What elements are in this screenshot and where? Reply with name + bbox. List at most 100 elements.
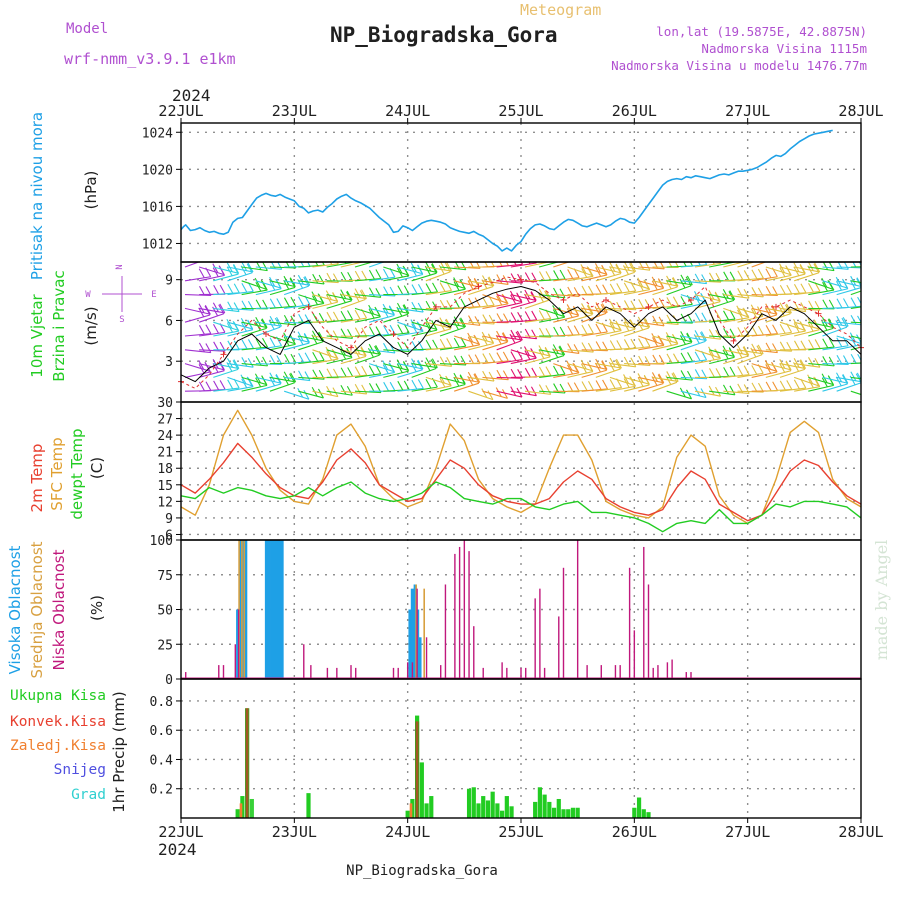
wind-barb [865,342,890,350]
wind-barb [340,374,367,378]
wind-barb-tick [686,389,693,400]
wind-barb [510,300,536,309]
wind-barb [326,294,353,301]
wind-barb-tick [850,353,857,364]
x-day-label: 27JUL [725,823,770,841]
wind-barb-tick [425,357,432,367]
wind-barb-tick [872,353,877,362]
wind-barb-tick [255,281,262,292]
wind-barb [482,341,508,351]
wind-barb [751,307,778,315]
wind-barb-tick [714,292,721,302]
precip-bar [306,793,311,818]
wind-barb-tick [389,363,396,373]
wind-barb [397,273,423,282]
wind-barb-tick [658,279,665,289]
precip-legend-snow: Snijeg [54,762,106,778]
wind-barb-tick [482,296,489,307]
wind-barb [198,313,224,323]
wind-barb [312,390,339,398]
wind-barb-tick [865,371,870,380]
wind-gust-marker [348,344,354,351]
wind-barb-tick [708,350,715,361]
temp-unit-label: (C) [88,457,106,479]
wind-barb-tick [226,318,233,329]
wind-barb-tick [786,380,793,390]
wind-barb-tick [502,389,508,399]
wind-barb-tick [241,339,248,350]
wind-barb-tick [601,360,608,371]
wind-barb [638,287,664,296]
wind-barb-tick [689,262,694,267]
cloud-bar [652,667,654,678]
wind-barb [241,289,268,296]
wind-barb-tick [303,389,310,400]
wind-barb [666,342,692,351]
wind-barb [312,280,339,284]
wind-barb-tick [219,284,226,295]
wind-barb [468,390,494,401]
wind-barb-tick [481,335,488,346]
cloud-side-label-low: Niska Oblacnost [50,549,68,670]
wind-gust-marker [433,303,439,310]
station-title: NP_Biogradska_Gora [330,23,558,47]
wind-barb-tick [269,376,276,387]
wind-barb-tick [227,379,234,390]
wind-barb-tick [283,297,290,307]
wind-barb-tick [694,351,701,362]
wind-barb-tick [510,351,517,361]
wind-barb [298,390,324,399]
wind-barb [808,376,834,386]
wind-gust-marker [263,331,269,338]
wind-barb [779,387,806,392]
wind-barb [723,349,749,356]
wind-barb [836,321,861,326]
wind-barb [794,266,820,273]
wind-barb [794,386,820,392]
cloud-bar [562,567,565,678]
wind-barb-tick [842,279,849,290]
wind-barb-tick [786,284,793,295]
wind-barb [340,349,367,357]
wind-barb [581,349,608,352]
wind-barb [751,276,778,282]
wind-barb [680,376,707,380]
wind-barb [794,329,820,337]
wind-barb-tick [361,384,368,395]
wind-barb [652,381,678,392]
wind-barb [737,294,764,298]
wind-gust-marker [518,276,524,283]
wind-barb-tick [737,288,744,298]
wind-barb-tick [567,269,574,279]
cloud-bar [586,665,588,678]
wind-barb [808,363,835,367]
wind-barb-tick [623,378,630,388]
wind-barb [666,321,693,324]
wind-barb-tick [425,378,432,389]
wind-barb-tick [326,311,333,322]
wind-barb-tick [388,306,395,316]
wind-barb-tick [581,381,588,391]
wind-barb-tick [410,319,417,329]
wind-barb [326,262,353,268]
wind-unit-label: (m/s) [82,306,100,345]
wind-barb-tick [453,376,460,387]
wind-barb-tick [723,367,730,377]
wind-barb [723,262,746,268]
wind-barb [567,349,594,353]
wind-barb [298,302,324,309]
cloud-bar [236,609,240,678]
wind-barb [836,335,861,345]
wind-gust-marker [730,337,737,344]
precip-bar [575,807,580,818]
wind-barb-tick [269,315,276,326]
wind-barb [779,307,806,313]
wind-barb [609,328,636,337]
wind-barb-tick [793,379,800,390]
wind-barb-tick [736,305,743,316]
wind-barb [539,262,560,268]
wind-barb-tick [836,298,843,308]
wind-barb [425,346,452,351]
wind-barb [255,345,282,351]
wind-barb [227,272,253,282]
